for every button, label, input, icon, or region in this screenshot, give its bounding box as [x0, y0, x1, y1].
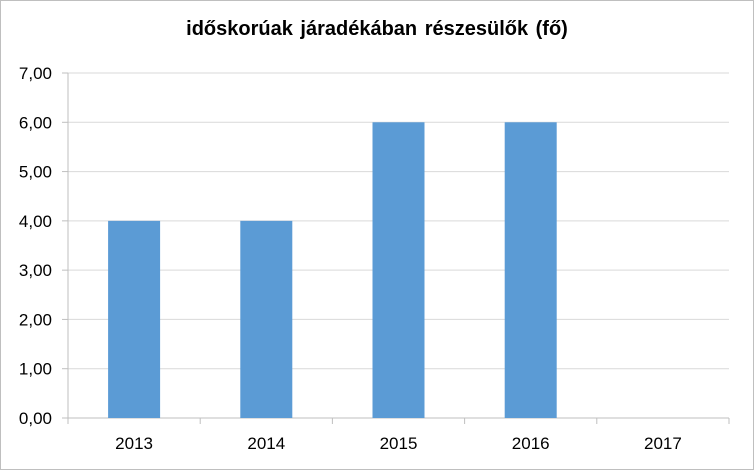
- bar-2013: [108, 220, 161, 418]
- x-tick-label: 2014: [247, 434, 285, 453]
- y-tick-label: 7,00: [19, 64, 52, 83]
- bar-2015: [372, 122, 425, 419]
- x-tick-label: 2015: [380, 434, 418, 453]
- x-tick-label: 2016: [512, 434, 550, 453]
- x-tick-label: 2013: [115, 434, 153, 453]
- y-tick-label: 2,00: [19, 310, 52, 329]
- chart-title: időskorúak járadékában részesülők (fő): [186, 18, 568, 40]
- y-tick-labels: 0,00 1,00 2,00 3,00 4,00 5,00 6,00 7,00: [19, 64, 52, 428]
- x-tick-label: 2017: [644, 434, 682, 453]
- y-tick-label: 5,00: [19, 163, 52, 182]
- y-tick-label: 6,00: [19, 113, 52, 132]
- bar-2016: [504, 122, 557, 419]
- y-tick-label: 0,00: [19, 409, 52, 428]
- x-tick-labels: 2013 2014 2015 2016 2017: [115, 434, 682, 453]
- bar-2014: [240, 220, 293, 418]
- y-tick-label: 1,00: [19, 360, 52, 379]
- y-tick-label: 3,00: [19, 261, 52, 280]
- y-tick-label: 4,00: [19, 212, 52, 231]
- bars: [108, 122, 557, 419]
